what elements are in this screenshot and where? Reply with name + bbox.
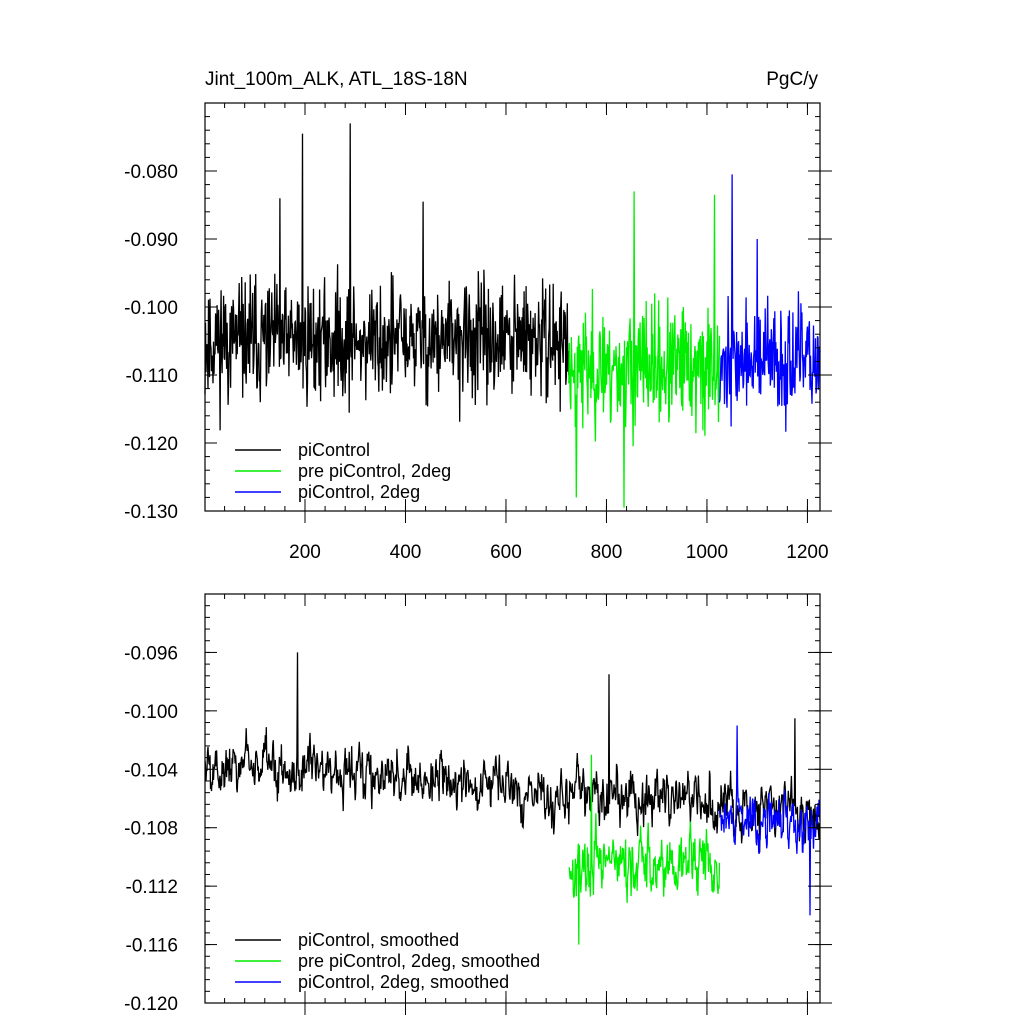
legend-label-1: pre piControl, 2deg, smoothed [298, 951, 540, 971]
top-panel: Jint_100m_ALK, ATL_18S-18N PgC/y -0.130 -0.… [124, 69, 832, 563]
legend-label-2: piControl, 2deg [298, 482, 420, 502]
series-line-2 [718, 725, 821, 916]
x-tick-label: 1000 [686, 542, 728, 563]
legend-label-0: piControl [298, 440, 370, 460]
y-tick-label: -0.100 [124, 298, 178, 319]
x-tick-label: 800 [591, 542, 623, 563]
series-line-0 [204, 652, 821, 853]
y-tick-label: -0.130 [124, 502, 178, 523]
chart-title: Jint_100m_ALK, ATL_18S-18N [205, 69, 468, 90]
x-tick-label: 1200 [786, 542, 828, 563]
units-label: PgC/y [766, 69, 818, 90]
plot-frame [204, 593, 821, 1004]
series-line-1 [568, 191, 721, 508]
y-tick-label: -0.110 [126, 366, 178, 387]
y-tick-label: -0.112 [126, 877, 178, 898]
legend-label-2: piControl, 2deg, smoothed [298, 972, 509, 992]
y-tick-label: -0.090 [124, 230, 178, 251]
series-line-1 [568, 754, 721, 945]
x-tick-label: 200 [289, 542, 321, 563]
series-line-2 [718, 174, 821, 432]
legend-label-1: pre piControl, 2deg [298, 461, 451, 481]
y-tick-label: -0.080 [124, 162, 178, 183]
legend-label-0: piControl, smoothed [298, 930, 459, 950]
y-tick-label: -0.120 [124, 434, 178, 455]
y-tick-label: -0.108 [124, 819, 178, 840]
bottom-panel: -0.120 -0.116 -0.112 -0.108 -0.104 -0.100 -0.0… [124, 593, 832, 1015]
x-tick-label: 600 [490, 542, 522, 563]
y-tick-label: -0.116 [126, 936, 178, 957]
x-tick-label: 400 [390, 542, 422, 563]
y-tick-label: -0.120 [124, 994, 178, 1015]
series-line-0 [204, 123, 570, 431]
y-tick-label: -0.104 [124, 760, 178, 781]
y-tick-label: -0.096 [124, 643, 178, 664]
y-tick-label: -0.100 [124, 702, 178, 723]
